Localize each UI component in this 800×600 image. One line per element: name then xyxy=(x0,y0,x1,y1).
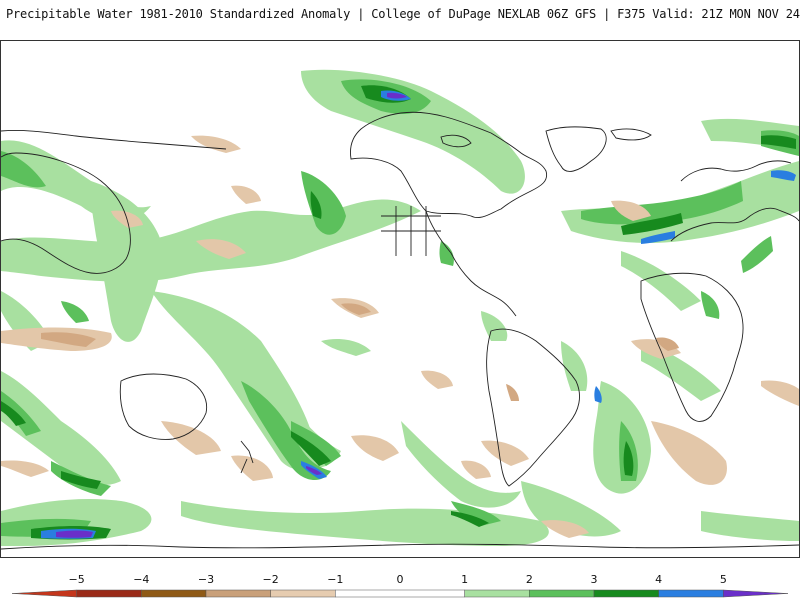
colorbar-bin xyxy=(593,589,659,598)
colorbar-tick-label: 4 xyxy=(655,573,662,586)
colorbar-bin xyxy=(141,589,207,598)
colorbar-tick-label: −4 xyxy=(133,573,149,586)
colorbar-bin xyxy=(205,589,271,598)
colorbar-bin xyxy=(723,589,789,598)
colorbar-tick-label: 3 xyxy=(591,573,598,586)
colorbar-tick-label: 5 xyxy=(720,573,727,586)
colorbar-legend: −5 −4 −3 −2 −1 0 1 2 3 4 5 xyxy=(0,566,800,600)
colorbar-bin xyxy=(270,589,336,598)
colorbar-bin xyxy=(529,589,595,598)
colorbar-tick-label: 2 xyxy=(526,573,533,586)
colorbar-tick-label: −3 xyxy=(198,573,214,586)
colorbar-tick-label: −5 xyxy=(69,573,85,586)
brown-anomaly-layer xyxy=(41,303,679,401)
colorbar-bin xyxy=(335,589,465,598)
colorbar-tick-label: 0 xyxy=(397,573,404,586)
colorbar-tick-label: −1 xyxy=(327,573,343,586)
map-title: Precipitable Water 1981-2010 Standardize… xyxy=(6,7,800,21)
colorbar-canvas: −5 −4 −3 −2 −1 0 1 2 3 4 5 xyxy=(11,573,789,598)
colorbar-bin xyxy=(11,589,77,598)
colorbar-bin xyxy=(464,589,530,598)
colorbar-bin xyxy=(76,589,142,598)
colorbar-tick-label: −2 xyxy=(263,573,279,586)
coastlines xyxy=(1,111,799,550)
colorbar-bin xyxy=(658,589,724,598)
colorbar-tick-label: 1 xyxy=(461,573,468,586)
map-canvas xyxy=(1,41,799,557)
purple-anomaly-layer xyxy=(56,92,407,538)
anomaly-map xyxy=(0,40,800,558)
